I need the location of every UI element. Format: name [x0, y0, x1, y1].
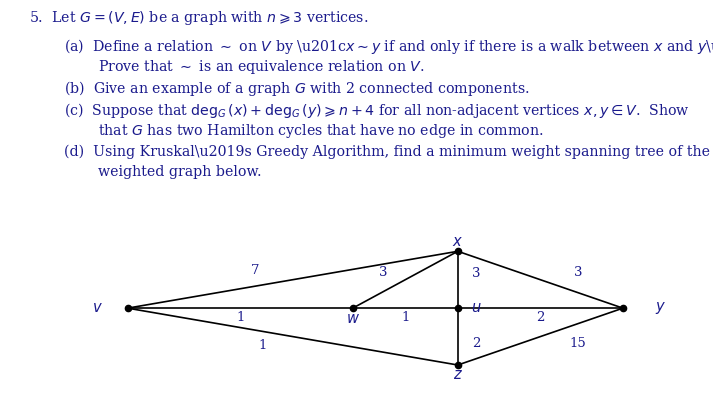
Text: $w$: $w$: [346, 312, 360, 326]
Text: 15: 15: [570, 337, 586, 350]
Text: 2: 2: [536, 310, 545, 324]
Text: $v$: $v$: [92, 301, 103, 315]
Text: 1: 1: [236, 310, 245, 324]
Text: (b)  Give an example of a graph $G$ with 2 connected components.: (b) Give an example of a graph $G$ with …: [64, 79, 530, 98]
Text: 1: 1: [259, 339, 267, 352]
Text: (d)  Using Kruskal\u2019s Greedy Algorithm, find a minimum weight spanning tree : (d) Using Kruskal\u2019s Greedy Algorith…: [64, 144, 713, 158]
Text: 3: 3: [472, 267, 481, 280]
Text: $x$: $x$: [452, 235, 463, 249]
Text: $y$: $y$: [655, 300, 666, 316]
Text: 7: 7: [251, 264, 260, 278]
Text: 2: 2: [473, 337, 481, 350]
Text: 3: 3: [574, 266, 582, 279]
Text: 3: 3: [379, 266, 387, 279]
Text: 5.  Let $G = (V, E)$ be a graph with $n \geqslant 3$ vertices.: 5. Let $G = (V, E)$ be a graph with $n \…: [29, 9, 368, 27]
Text: $u$: $u$: [471, 301, 482, 315]
Text: weighted graph below.: weighted graph below.: [98, 165, 262, 179]
Text: $z$: $z$: [453, 368, 463, 382]
Text: Prove that $\sim$ is an equivalence relation on $V$.: Prove that $\sim$ is an equivalence rela…: [98, 58, 425, 75]
Text: (a)  Define a relation $\sim$ on $V$ by \u201c$x \sim y$ if and only if there is: (a) Define a relation $\sim$ on $V$ by \…: [64, 37, 713, 56]
Text: 1: 1: [401, 310, 409, 324]
Text: (c)  Suppose that $\deg_G(x) + \deg_G(y) \geqslant n + 4$ for all non-adjacent v: (c) Suppose that $\deg_G(x) + \deg_G(y) …: [64, 101, 690, 120]
Text: that $G$ has two Hamilton cycles that have no edge in common.: that $G$ has two Hamilton cycles that ha…: [98, 122, 544, 140]
